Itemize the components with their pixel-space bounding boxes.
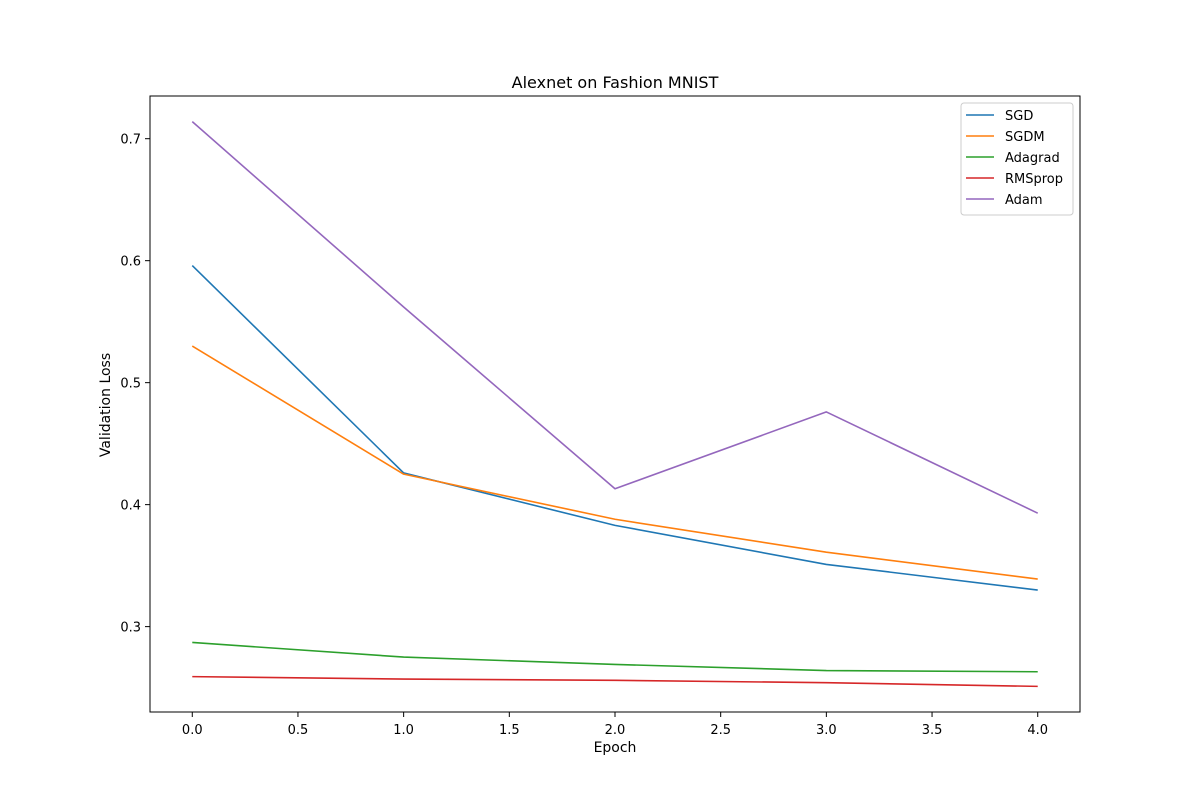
series-lines bbox=[191, 121, 1039, 688]
legend-label-adam: Adam bbox=[1005, 193, 1043, 208]
x-tick-label: 3.5 bbox=[922, 723, 943, 738]
y-axis: 0.3 0.4 0.5 0.6 0.7 bbox=[120, 133, 150, 636]
legend: SGD SGDM Adagrad RMSprop Adam bbox=[960, 102, 1074, 216]
legend-box bbox=[960, 102, 1074, 216]
legend-label-sgdm: SGDM bbox=[1005, 130, 1045, 145]
y-tick-label: 0.7 bbox=[120, 133, 141, 148]
legend-label-adagrad: Adagrad bbox=[1005, 151, 1060, 166]
plot-frame bbox=[149, 95, 1081, 713]
y-tick-label: 0.4 bbox=[120, 499, 141, 514]
y-tick-label: 0.6 bbox=[120, 255, 141, 270]
x-tick-label: 2.0 bbox=[605, 723, 626, 738]
x-tick-label: 1.0 bbox=[393, 723, 414, 738]
x-tick-label: 0.0 bbox=[182, 723, 203, 738]
x-tick-label: 0.5 bbox=[288, 723, 309, 738]
y-axis-label: Validation Loss bbox=[98, 353, 114, 457]
legend-label-sgd: SGD bbox=[1005, 109, 1033, 124]
x-tick-label: 4.0 bbox=[1027, 723, 1048, 738]
x-axis-label: Epoch bbox=[594, 740, 637, 756]
x-tick-label: 2.5 bbox=[710, 723, 731, 738]
x-tick-label: 3.0 bbox=[816, 723, 837, 738]
y-tick-label: 0.3 bbox=[120, 621, 141, 636]
legend-label-rmsprop: RMSprop bbox=[1005, 172, 1063, 187]
chart-title: Alexnet on Fashion MNIST bbox=[512, 73, 719, 92]
x-tick-label: 1.5 bbox=[499, 723, 520, 738]
y-tick-label: 0.5 bbox=[120, 377, 141, 392]
x-axis: 0.0 0.5 1.0 1.5 2.0 2.5 3.0 3.5 4.0 bbox=[182, 712, 1048, 738]
